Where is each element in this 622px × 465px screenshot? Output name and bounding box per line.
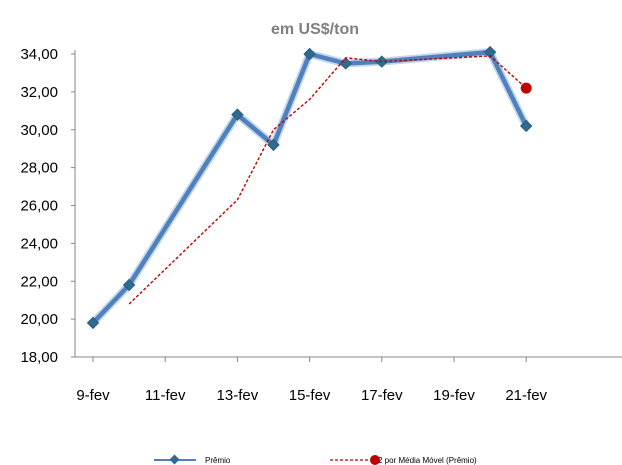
y-tick-label: 20,00 <box>20 311 58 328</box>
y-tick-label: 34,00 <box>20 46 58 63</box>
legend-label-moving-average: 2 por Média Móvel (Prêmio) <box>378 456 477 465</box>
series-premio-point <box>483 45 497 59</box>
y-tick-label: 18,00 <box>20 349 58 366</box>
series-layer <box>86 45 533 330</box>
y-axis: 18,00 20,00 22,00 24,00 26,00 28,00 30,00 32,00… <box>20 46 76 366</box>
x-tick-label: 13-fev <box>217 387 259 404</box>
series-premio-point <box>519 119 533 133</box>
chart-subtitle: em US$/ton <box>271 21 359 38</box>
series-premio-point <box>86 316 100 330</box>
x-tick-label: 11-fev <box>145 387 186 404</box>
x-tick-label: 17-fev <box>361 387 403 404</box>
y-tick-label: 32,00 <box>20 84 58 101</box>
y-tick-label: 24,00 <box>20 235 58 252</box>
y-tick-label: 26,00 <box>20 198 58 215</box>
series-premio-point <box>267 138 280 152</box>
series-moving-average-line <box>128 55 527 305</box>
series-premio-glow <box>90 48 530 326</box>
series-moving-average-endpoint <box>520 82 532 94</box>
legend-diamond-icon <box>169 454 180 465</box>
y-tick-label: 30,00 <box>20 122 58 139</box>
x-axis: 9-fev 11-fev 13-fev 15-fev 17-fev 19-fev 21-fe… <box>75 356 622 404</box>
series-premio-line <box>91 49 529 325</box>
x-tick-label: 9-fev <box>76 387 110 404</box>
legend-circle-icon <box>370 455 380 465</box>
x-tick-label: 19-fev <box>433 387 475 404</box>
legend-label-premio: Prêmio <box>205 456 231 465</box>
x-tick-label: 21-fev <box>505 387 547 404</box>
y-tick-label: 28,00 <box>20 160 58 177</box>
legend: Prêmio 2 por Média Móvel (Prêmio) <box>154 454 477 465</box>
x-tick-label: 15-fev <box>289 387 331 404</box>
series-premio-point <box>231 108 244 121</box>
series-premio-point <box>303 47 316 61</box>
y-tick-label: 22,00 <box>20 273 58 290</box>
series-premio-point <box>122 278 136 292</box>
